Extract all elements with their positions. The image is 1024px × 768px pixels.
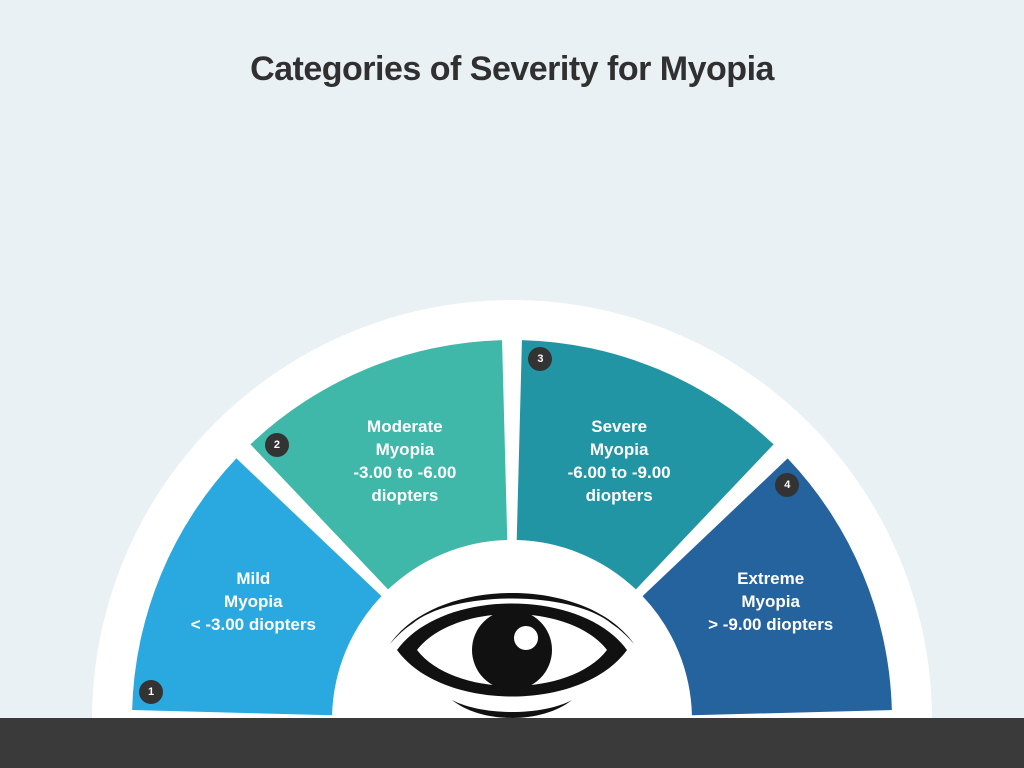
segment-1-line1: Mild [236,569,270,588]
segment-3-line2: Myopia [590,440,649,459]
segment-4-line1: Extreme [737,569,804,588]
segment-label-3: Severe Myopia -6.00 to -9.00 diopters [529,416,709,508]
segment-3-line1: Severe [591,417,647,436]
segment-label-2: Moderate Myopia -3.00 to -6.00 diopters [315,416,495,508]
segment-2-line1: Moderate [367,417,443,436]
segment-2-line4: diopters [371,486,438,505]
segment-label-1: Mild Myopia < -3.00 diopters [163,568,343,637]
segment-3-line3: -6.00 to -9.00 [568,463,671,482]
semi-donut-chart [0,0,1024,768]
segment-3-line4: diopters [586,486,653,505]
segment-2-line2: Myopia [376,440,435,459]
segment-badge-2: 2 [265,433,289,457]
segment-badge-4: 4 [775,473,799,497]
chart-title: Categories of Severity for Myopia [0,50,1024,89]
segment-4-line2: Myopia [741,592,800,611]
segment-1-line2: Myopia [224,592,283,611]
segment-2-line3: -3.00 to -6.00 [353,463,456,482]
infographic-root: Categories of Severity for Myopia Mild M… [0,0,1024,768]
segment-1-line3: < -3.00 diopters [191,615,316,634]
segment-4-line3: > -9.00 diopters [708,615,833,634]
segment-badge-1: 1 [139,680,163,704]
segment-label-4: Extreme Myopia > -9.00 diopters [681,568,861,637]
